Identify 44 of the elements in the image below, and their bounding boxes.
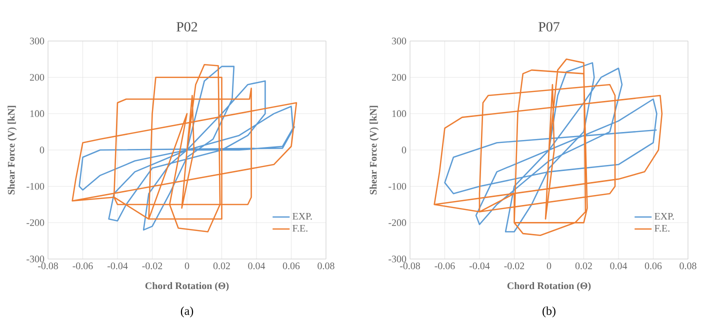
legend-label: F.E. [654, 224, 670, 232]
y-tick-label: 300 [392, 38, 406, 44]
x-tick-label: 0.06 [644, 262, 662, 270]
legend-label: F.E. [292, 224, 308, 232]
y-tick-label: -100 [388, 182, 406, 190]
x-tick-label: 0.08 [680, 262, 696, 270]
x-tick-label: 0.02 [575, 262, 592, 270]
x-tick-label: 0.02 [213, 262, 230, 270]
y-tick-label: -200 [26, 219, 44, 226]
y-tick-label: 0 [40, 146, 44, 154]
x-tick-label: 0.04 [610, 262, 628, 270]
x-tick-label: -0.04 [470, 262, 490, 270]
x-tick-label: -0.06 [72, 262, 93, 270]
y-tick-label: 200 [392, 74, 406, 81]
x-tick-label: -0.04 [107, 262, 128, 270]
x-tick-label: 0.06 [282, 262, 300, 270]
text: (b) [542, 306, 556, 318]
y-tick-label: -300 [26, 256, 44, 262]
x-tick-label: -0.08 [400, 262, 420, 270]
y-axis-title: Shear Force (V) [kN] [8, 106, 17, 194]
x-axis-title: Chord Rotation (Θ) [507, 282, 591, 292]
y-tick-label: 300 [30, 38, 44, 44]
y-tick-label: -100 [26, 182, 44, 190]
text: (a) [180, 306, 194, 318]
x-tick-label: 0.08 [318, 262, 334, 270]
x-tick-label: -0.06 [434, 262, 455, 270]
y-tick-label: 0 [402, 146, 406, 154]
x-axis-title: Chord Rotation (Θ) [145, 282, 229, 292]
x-tick-label: 0.04 [248, 262, 266, 270]
chart-title: P02 [176, 22, 198, 32]
x-tick-label: 0 [184, 262, 190, 270]
y-tick-label: -300 [388, 256, 406, 262]
y-tick-label: 100 [392, 110, 406, 118]
x-tick-label: -0.08 [38, 262, 58, 270]
y-tick-label: 100 [30, 110, 44, 118]
legend-label: EXP. [292, 212, 312, 220]
y-tick-label: -200 [388, 219, 406, 226]
x-tick-label: -0.02 [504, 262, 524, 270]
legend-label: EXP. [654, 212, 674, 220]
y-tick-label: 200 [30, 74, 44, 81]
x-tick-label: 0 [546, 262, 552, 270]
x-tick-label: -0.02 [142, 262, 162, 270]
chart-title: P07 [538, 22, 560, 32]
y-axis-title: Shear Force (V) [kN] [370, 106, 379, 194]
